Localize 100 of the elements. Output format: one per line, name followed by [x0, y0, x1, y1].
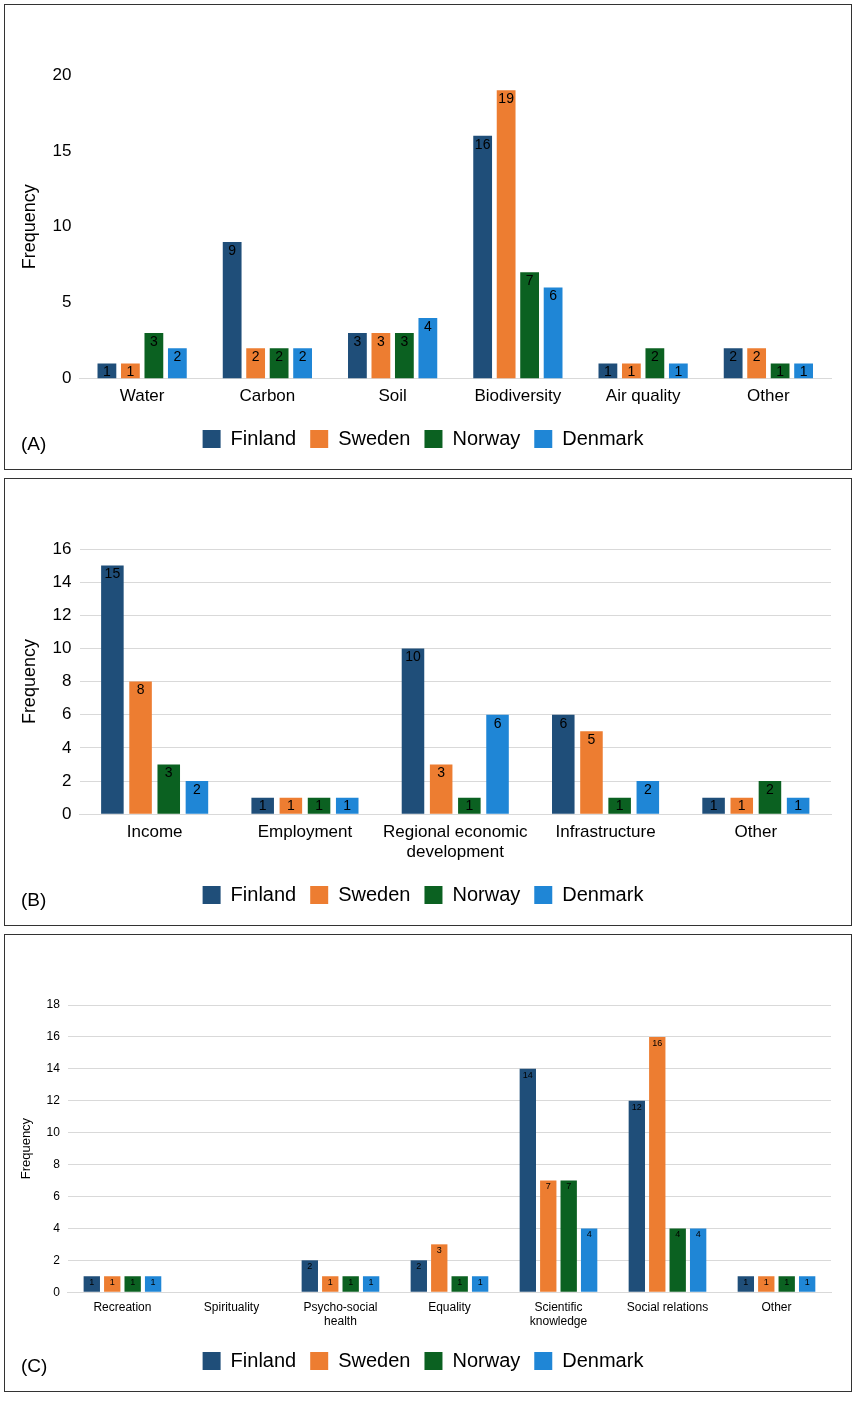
bar — [362, 1276, 380, 1292]
data-label: 7 — [566, 1181, 572, 1192]
bar — [486, 714, 509, 814]
y-axis-title: Frequency — [18, 639, 39, 725]
data-label: 7 — [525, 272, 534, 289]
x-tick-label: Social relations — [626, 1299, 709, 1314]
data-label: 1 — [709, 797, 718, 814]
bar — [104, 1276, 121, 1292]
data-label: 6 — [493, 714, 502, 731]
x-tick-label: Air quality — [605, 386, 681, 406]
data-label: 1 — [674, 363, 683, 380]
bar — [520, 272, 540, 379]
bar — [730, 797, 754, 814]
data-label: 1 — [743, 1277, 749, 1288]
bar — [645, 348, 665, 379]
y-axis-title: Frequency — [18, 184, 39, 270]
legend-label: Finland — [230, 1348, 297, 1371]
y-tick-label: 16 — [46, 1029, 61, 1044]
bar — [669, 1228, 686, 1292]
data-label: 2 — [193, 780, 202, 797]
bar — [778, 1276, 795, 1292]
data-label: 1 — [109, 1277, 115, 1288]
bar — [560, 1180, 577, 1292]
x-tick-label: Psycho-social health — [303, 1299, 378, 1329]
data-label: 4 — [423, 317, 432, 334]
data-label: 1 — [126, 363, 135, 380]
bar — [689, 1228, 707, 1292]
y-tick-label: 12 — [46, 1093, 61, 1108]
legend-label: Finland — [230, 426, 297, 449]
x-tick-label: Other — [747, 386, 790, 406]
y-tick-label: 6 — [53, 1188, 61, 1203]
data-label: 16 — [474, 135, 491, 152]
data-label: 1 — [477, 1277, 483, 1288]
x-tick-label: Other — [734, 822, 778, 842]
y-tick-label: 15 — [52, 140, 72, 160]
bar — [543, 287, 563, 379]
data-label: 10 — [405, 648, 421, 665]
y-tick-label: 2 — [53, 1252, 61, 1267]
data-label: 2 — [298, 348, 307, 365]
data-label: 2 — [643, 780, 652, 797]
data-label: 2 — [729, 348, 738, 365]
x-tick-label: Other — [761, 1299, 792, 1314]
bar — [301, 1260, 318, 1292]
y-tick-label: 12 — [52, 604, 72, 624]
bar — [429, 764, 453, 814]
y-tick-label: 10 — [52, 638, 72, 658]
y-tick-label: 14 — [46, 1061, 61, 1076]
data-label: 6 — [549, 287, 558, 304]
bar — [124, 1276, 141, 1292]
data-label: 2 — [173, 348, 182, 365]
bar — [157, 764, 181, 814]
bar — [431, 1244, 448, 1292]
data-label: 1 — [457, 1277, 463, 1288]
bar — [471, 1276, 489, 1292]
data-label: 2 — [251, 348, 260, 365]
data-label: 2 — [416, 1261, 422, 1272]
data-label: 15 — [104, 565, 121, 582]
data-label: 3 — [376, 332, 385, 349]
data-label: 19 — [498, 90, 515, 107]
bar — [144, 333, 164, 379]
data-label: 7 — [545, 1181, 551, 1192]
y-tick-label: 4 — [53, 1220, 61, 1235]
bar — [293, 348, 312, 379]
data-label: 3 — [164, 764, 173, 781]
bar — [702, 797, 725, 814]
data-label: 1 — [794, 797, 803, 814]
x-tick-label: Recreation — [93, 1299, 152, 1314]
x-tick-label: Employment — [257, 822, 353, 842]
bar — [540, 1180, 557, 1292]
data-label: 1 — [315, 797, 324, 814]
bar — [496, 90, 516, 379]
data-label: 1 — [130, 1277, 136, 1288]
bar — [246, 348, 266, 379]
data-label: 1 — [286, 797, 295, 814]
y-tick-label: 10 — [46, 1124, 61, 1139]
data-label: 1 — [258, 797, 267, 814]
bar — [401, 648, 425, 814]
data-label: 1 — [368, 1277, 374, 1288]
data-label: 1 — [348, 1277, 354, 1288]
y-tick-label: 5 — [62, 292, 72, 312]
x-tick-label: Equality — [428, 1299, 471, 1314]
bar — [222, 241, 242, 379]
y-tick-label: 18 — [46, 997, 61, 1012]
bar — [649, 1036, 666, 1292]
x-tick-label: Soil — [378, 386, 407, 406]
bar — [747, 348, 767, 379]
data-label: 4 — [675, 1229, 681, 1240]
data-label: 4 — [695, 1229, 701, 1240]
bar — [251, 797, 274, 814]
data-label: 1 — [103, 363, 112, 380]
data-label: 2 — [650, 348, 659, 365]
data-label: 1 — [615, 797, 624, 814]
text: (B) — [21, 889, 47, 911]
text: (C) — [21, 1355, 48, 1377]
y-tick-label: 20 — [52, 64, 72, 84]
data-label: 1 — [737, 797, 746, 814]
bar — [580, 731, 603, 814]
x-tick-label: Carbon — [239, 386, 296, 406]
legend-label: Norway — [452, 426, 521, 449]
bar — [410, 1260, 427, 1292]
